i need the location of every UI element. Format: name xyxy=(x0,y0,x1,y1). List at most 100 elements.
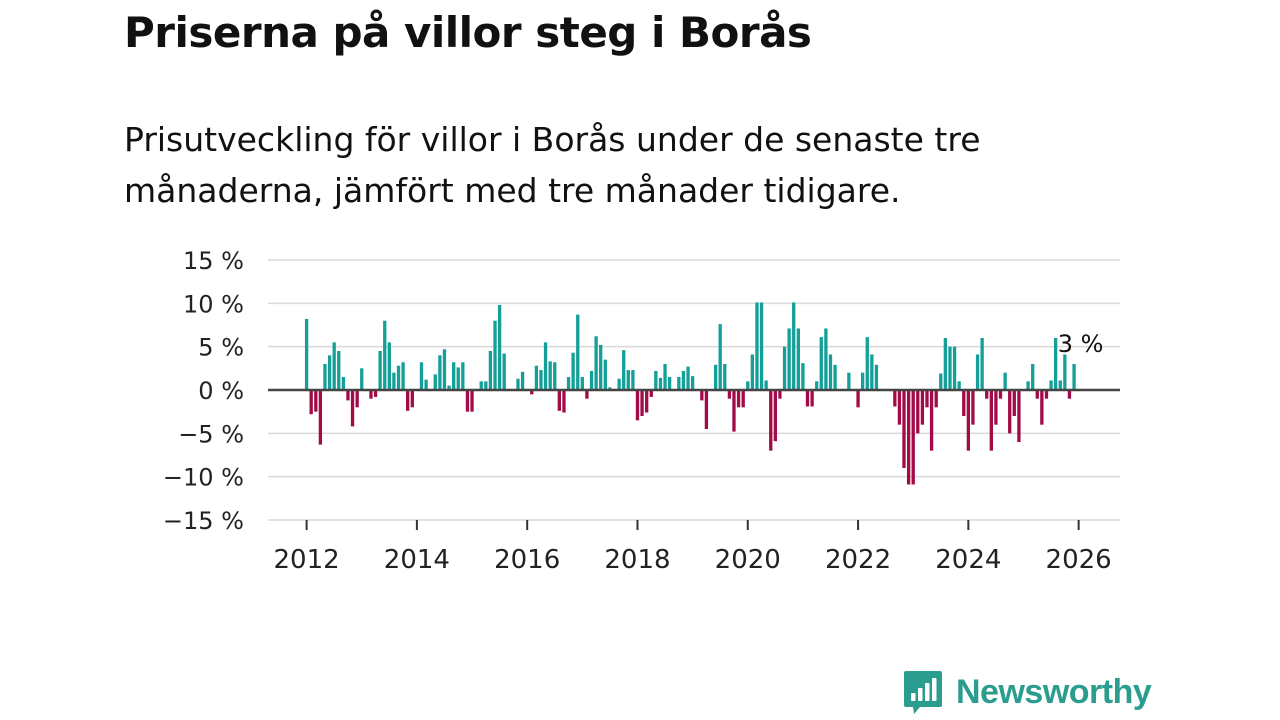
bar-negative xyxy=(410,390,414,408)
bar-positive xyxy=(631,370,635,390)
bar-positive xyxy=(792,302,796,390)
bar-positive xyxy=(824,328,828,390)
bar-negative xyxy=(805,390,810,407)
bar-negative xyxy=(906,390,911,485)
bar-negative xyxy=(902,390,906,468)
bar-negative xyxy=(355,390,359,408)
bar-positive xyxy=(383,320,387,390)
bar-positive xyxy=(337,351,341,390)
bar-negative xyxy=(856,390,860,408)
bar-positive xyxy=(580,377,584,390)
bar-positive xyxy=(975,354,980,390)
bar-negative xyxy=(314,390,318,412)
y-tick-label: −10 % xyxy=(163,464,244,492)
bar-positive xyxy=(782,346,787,390)
bar-positive xyxy=(750,354,754,390)
bar-positive xyxy=(553,362,557,390)
bar-positive xyxy=(1031,364,1035,390)
x-tick-label: 2020 xyxy=(715,545,781,575)
bar-negative xyxy=(989,390,993,451)
bar-positive xyxy=(603,359,607,390)
bar-positive xyxy=(341,377,346,390)
bar-positive xyxy=(667,377,672,390)
bar-positive xyxy=(939,373,943,390)
bar-negative xyxy=(736,390,741,408)
bar-positive xyxy=(566,377,571,390)
bar-positive xyxy=(1026,381,1030,390)
bar-positive xyxy=(571,352,575,390)
bar-positive xyxy=(847,372,851,390)
bar-positive xyxy=(796,328,800,390)
bar-positive xyxy=(387,342,391,390)
bar-positive xyxy=(948,346,952,390)
bar-negative xyxy=(640,390,644,416)
bar-positive xyxy=(456,367,460,390)
x-tick-label: 2016 xyxy=(494,545,560,575)
bar-negative xyxy=(893,390,897,407)
bar-negative xyxy=(810,390,814,407)
y-tick-label: −15 % xyxy=(163,507,244,535)
bar-positive xyxy=(654,370,658,390)
bar-positive xyxy=(686,366,690,390)
bar-positive xyxy=(488,351,493,390)
bar-positive xyxy=(952,346,957,390)
y-tick-label: 15 % xyxy=(183,247,244,275)
bar-positive xyxy=(599,344,603,390)
y-tick-label: −5 % xyxy=(178,420,244,448)
bar-negative xyxy=(929,390,934,451)
bar-negative xyxy=(1017,390,1021,442)
bar-negative xyxy=(778,390,782,399)
bar-negative xyxy=(985,390,989,399)
bar-positive xyxy=(360,368,364,390)
grid-layer xyxy=(268,259,1120,521)
x-tick-label: 2024 xyxy=(935,545,1001,575)
bar-positive xyxy=(497,305,502,390)
bar-positive xyxy=(419,362,424,390)
bar-positive xyxy=(801,363,805,390)
bar-positive xyxy=(479,381,483,390)
bar-positive xyxy=(865,337,869,390)
bar-negative xyxy=(645,390,649,413)
bar-positive xyxy=(534,365,539,390)
y-tick-label: 10 % xyxy=(183,290,244,318)
bar-positive xyxy=(392,372,396,390)
bar-positive xyxy=(433,374,437,390)
chart-subtitle: Prisutveckling för villor i Borås under … xyxy=(124,120,981,210)
bar-negative xyxy=(925,390,929,408)
bar-positive xyxy=(718,324,722,390)
bar-positive xyxy=(539,370,543,390)
bar-positive xyxy=(815,381,819,390)
bar-positive xyxy=(594,336,598,390)
newsworthy-logo: Newsworthy xyxy=(902,668,1152,716)
bar-negative xyxy=(916,390,920,434)
bar-positive xyxy=(677,377,681,390)
bar-negative xyxy=(1067,390,1072,399)
bar-positive xyxy=(1003,372,1007,390)
bar-negative xyxy=(704,390,709,429)
x-tick-label: 2012 xyxy=(274,545,340,575)
bar-positive xyxy=(746,381,750,390)
bar-negative xyxy=(962,390,966,416)
bar-positive xyxy=(1053,338,1058,390)
axis-layer: −15 % −10 % −5 % 0 % 5 % 10 % 15 % 2012 2014 2016… xyxy=(163,247,1120,575)
bar-negative xyxy=(911,390,915,485)
bar-positive xyxy=(663,364,667,390)
bar-positive xyxy=(874,364,879,390)
bar-positive xyxy=(401,362,405,390)
bar-positive xyxy=(589,370,594,390)
bar-positive xyxy=(484,381,488,390)
bar-positive xyxy=(759,302,764,390)
bar-negative xyxy=(741,390,745,408)
bar-negative xyxy=(998,390,1003,399)
bar-negative xyxy=(346,390,350,401)
bar-negative xyxy=(557,390,561,411)
chart-title: Priserna på villor steg i Borås xyxy=(124,8,812,57)
x-tick-label: 2022 xyxy=(825,545,891,575)
bar-negative xyxy=(318,390,323,445)
bar-negative xyxy=(1035,390,1039,399)
bar-negative xyxy=(727,390,732,399)
bar-positive xyxy=(828,354,833,390)
bar-negative xyxy=(966,390,971,451)
bar-negative xyxy=(369,390,373,399)
bar-layer xyxy=(304,302,1076,485)
